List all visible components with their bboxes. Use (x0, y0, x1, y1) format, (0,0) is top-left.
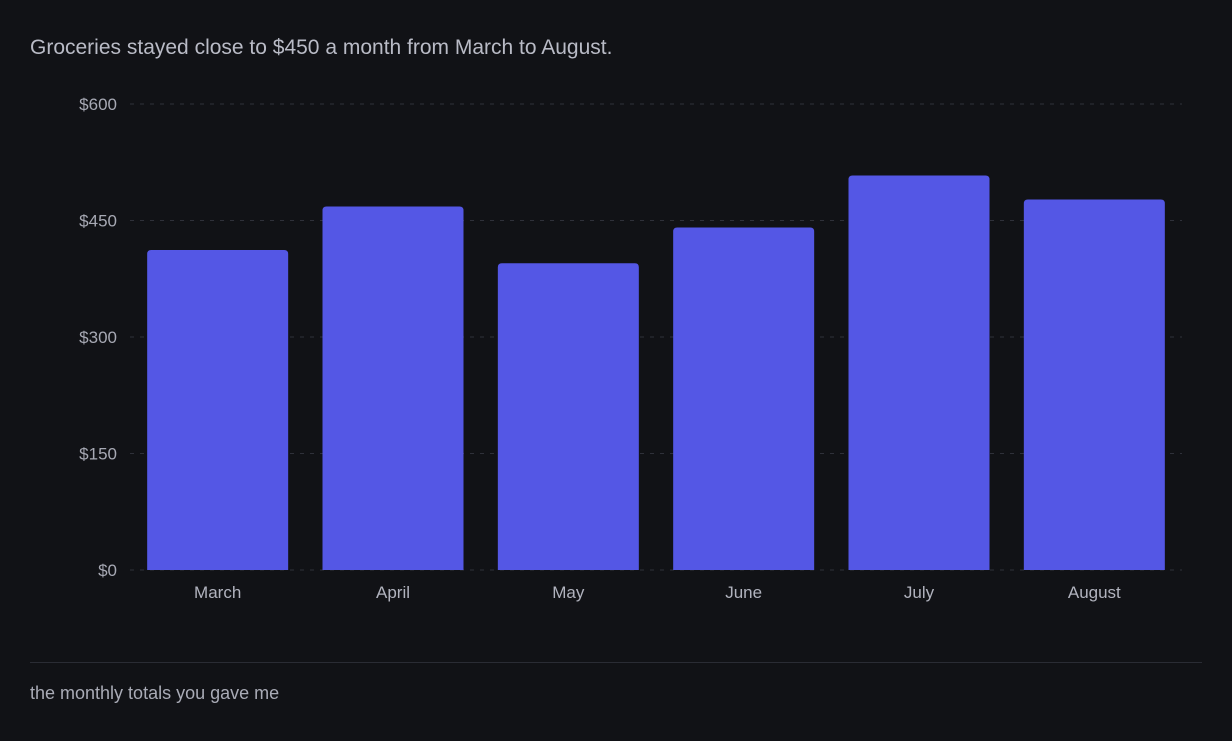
bar-june (673, 227, 815, 571)
chart-footnote: the monthly totals you gave me (30, 683, 280, 703)
x-tick-label: June (725, 583, 762, 602)
x-tick-label: July (904, 583, 935, 602)
x-tick-label: April (376, 583, 410, 602)
bar-chart: $0 $150 $300 $450 $600 March April May June July… (79, 95, 1182, 602)
y-tick-label: $450 (79, 212, 117, 231)
bar-may (497, 263, 639, 570)
x-tick-label: May (552, 583, 585, 602)
x-tick-label: August (1068, 583, 1121, 602)
chart-subtitle: Groceries stayed close to $450 a month f… (30, 36, 613, 59)
y-tick-label: $300 (79, 328, 117, 347)
bar-april (322, 206, 464, 570)
bar-march (147, 250, 289, 570)
bar-july (848, 175, 990, 570)
bars (147, 175, 1165, 571)
bar-august (1023, 199, 1165, 570)
x-tick-label: March (194, 583, 241, 602)
x-axis-ticks: March April May June July August (194, 583, 1121, 602)
footer-divider (30, 662, 1202, 663)
y-tick-label: $150 (79, 445, 117, 464)
y-tick-label: $600 (79, 95, 117, 114)
y-axis-ticks: $0 $150 $300 $450 $600 (79, 95, 117, 580)
y-tick-label: $0 (98, 561, 117, 580)
